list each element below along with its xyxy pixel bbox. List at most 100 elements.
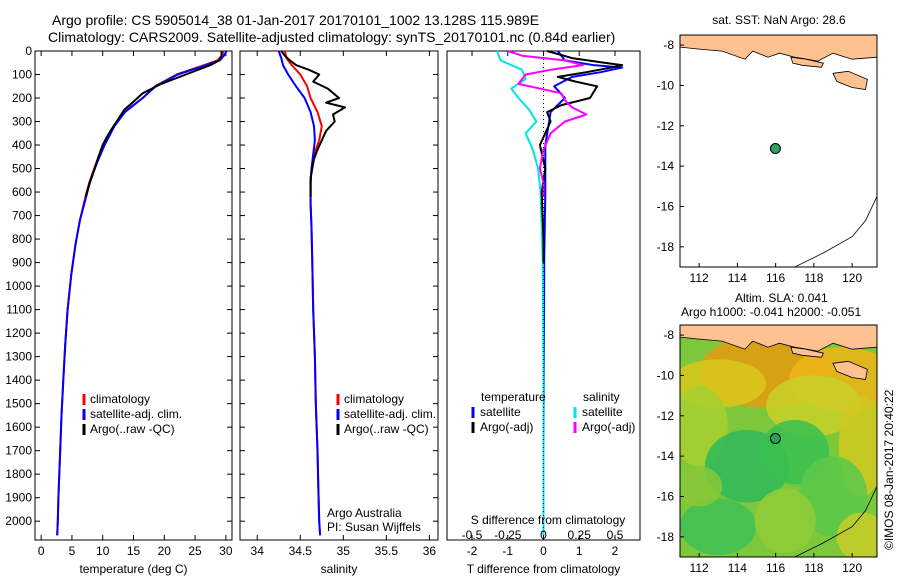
figure-title-line1: Argo profile: CS 5905014_38 01-Jan-2017 …	[52, 12, 540, 28]
sst-map-ytick-label: -8	[663, 38, 674, 52]
temperature-ytick-label: 1900	[5, 491, 32, 505]
temperature-series-satellite-adj-clim-	[56, 50, 228, 536]
sla-map-plot-area	[680, 325, 877, 557]
sla-map-xtick-label: 114	[728, 561, 747, 575]
sst-map-sumbawa-island	[790, 56, 824, 68]
sla-map-ytick-label: -18	[657, 530, 675, 544]
sst-map-xtick-label: 118	[804, 271, 823, 285]
temperature-ytick-label: 1600	[5, 420, 32, 434]
salinity-series-argo-raw-qc-	[280, 50, 346, 197]
sst-map-xtick-label: 112	[690, 271, 709, 285]
sst-map-xtick-label: 116	[766, 271, 785, 285]
difference-series-s-argo-adj-	[507, 50, 588, 197]
sst-map-ytick-label: -16	[657, 199, 675, 213]
difference-legend-title-t: temperature	[481, 390, 546, 404]
sst-map-ytick-label: -18	[657, 240, 675, 254]
sla-map-xtick-label: 120	[842, 561, 862, 575]
salinity-xtick-label: 36	[423, 544, 437, 558]
salinity-xtick-label: 34	[251, 544, 265, 558]
sla-map-sla-patch	[680, 498, 757, 555]
difference-x2tick-label: 0	[540, 528, 547, 542]
temperature-legend-label: Argo(..raw -QC)	[90, 422, 175, 436]
sst-map-panel: sat. SST: NaN Argo: 28.6 112 114 116 118 120 -…	[657, 13, 878, 285]
sla-map-sla-patch	[754, 488, 816, 553]
temperature-legend-label: satellite-adj. clim.	[90, 407, 182, 421]
sst-map-sumba-island	[832, 70, 868, 90]
sst-map-ytick-label: -12	[657, 119, 675, 133]
temperature-ytick-label: 700	[12, 209, 32, 223]
difference-xtick-label: 0	[540, 544, 547, 558]
temperature-ytick-label: 0	[25, 44, 32, 58]
difference-legend-label: satellite	[582, 405, 623, 419]
sla-map-sla-patch	[680, 466, 723, 507]
sla-map-xtick-label: 116	[766, 561, 785, 575]
sla-map-java-coast	[680, 325, 877, 352]
temperature-ytick-label: 1500	[5, 397, 32, 411]
temperature-xlabel: temperature (deg C)	[79, 562, 187, 576]
difference-legend-title-s: salinity	[583, 390, 620, 404]
sst-map-title: sat. SST: NaN Argo: 28.6	[712, 13, 846, 27]
temperature-frame	[34, 50, 233, 541]
temperature-ytick-label: 1400	[5, 373, 32, 387]
temperature-xtick-label: 30	[219, 544, 233, 558]
sst-map-xtick-label: 120	[842, 271, 862, 285]
temperature-ytick-label: 2000	[5, 514, 32, 528]
difference-panel: -2 -1 0 1 2 T difference from climatology S di…	[446, 50, 641, 576]
temperature-ytick-label: 500	[12, 162, 32, 176]
sst-map-frame	[679, 34, 878, 268]
sla-map-subtitle: Argo h1000: -0.041 h2000: -0.051	[681, 305, 861, 319]
sst-map-java-coast	[680, 35, 877, 62]
difference-series-t-argo-adj-	[538, 50, 624, 263]
sst-map-xtick-label: 114	[728, 271, 747, 285]
sla-map-sumbawa-island	[790, 346, 824, 358]
temperature-ytick-label: 1000	[5, 279, 32, 293]
temperature-xtick-label: 20	[158, 544, 172, 558]
sst-map-ytick-label: -10	[657, 78, 675, 92]
difference-xtick-label: -2	[467, 544, 478, 558]
salinity-annotation-pi: PI: Susan Wijffels	[327, 520, 421, 534]
difference-xtick-label: 2	[612, 544, 619, 558]
sla-map-frame	[679, 324, 878, 558]
difference-series-s-satellite	[496, 50, 545, 536]
temperature-ytick-label: 1700	[5, 444, 32, 458]
sla-map-xtick-label: 118	[804, 561, 823, 575]
difference-xtick-label: -1	[502, 544, 513, 558]
difference-xtick-label: 1	[576, 544, 583, 558]
temperature-xtick-label: 25	[188, 544, 202, 558]
salinity-panel: 34 34.5 35 35.5 36 salinity climatologysatelli…	[239, 50, 439, 576]
salinity-legend-label: satellite-adj. clim.	[344, 407, 436, 421]
sst-map-ytick-label: -14	[657, 159, 675, 173]
figure-title-line2: Climatology: CARS2009. Satellite-adjuste…	[48, 29, 616, 45]
salinity-frame	[239, 50, 439, 541]
difference-xlabel2: S difference from climatology	[471, 513, 626, 527]
temperature-ytick-label: 1200	[5, 326, 32, 340]
sla-map-argo-point	[769, 433, 781, 445]
sla-map-ytick-label: -16	[657, 489, 675, 503]
sla-map-australia-coast	[794, 486, 877, 557]
temperature-ytick-label: 100	[12, 68, 32, 82]
difference-xlabel: T difference from climatology	[467, 562, 621, 576]
salinity-xlabel: salinity	[321, 562, 358, 576]
sla-map-sla-patch	[836, 512, 877, 557]
difference-x2tick-label: -0.5	[462, 528, 483, 542]
sla-map-ytick-label: -12	[657, 409, 675, 423]
salinity-legend-label: climatology	[344, 392, 404, 406]
temperature-xtick-label: 10	[96, 544, 110, 558]
sla-map-ytick-label: -14	[657, 449, 675, 463]
temperature-ytick-label: 1100	[6, 303, 32, 317]
temperature-series-argo-raw-qc-	[84, 51, 223, 198]
sst-map-plot-area	[680, 35, 877, 267]
temperature-ytick-label: 900	[12, 256, 32, 270]
sst-map-australia-coast	[794, 196, 877, 267]
difference-x2tick-label: 0.25	[568, 528, 592, 542]
sla-map-title: Altim. SLA: 0.041	[735, 291, 828, 305]
temperature-ytick-label: 200	[12, 91, 32, 105]
temperature-ytick-label: 400	[12, 138, 32, 152]
temperature-ytick-label: 800	[12, 232, 32, 246]
difference-legend-label: satellite	[480, 405, 521, 419]
difference-legend-label: Argo(-adj)	[582, 420, 635, 434]
salinity-legend-label: Argo(..raw -QC)	[344, 422, 429, 436]
temperature-ytick-label: 600	[12, 185, 32, 199]
